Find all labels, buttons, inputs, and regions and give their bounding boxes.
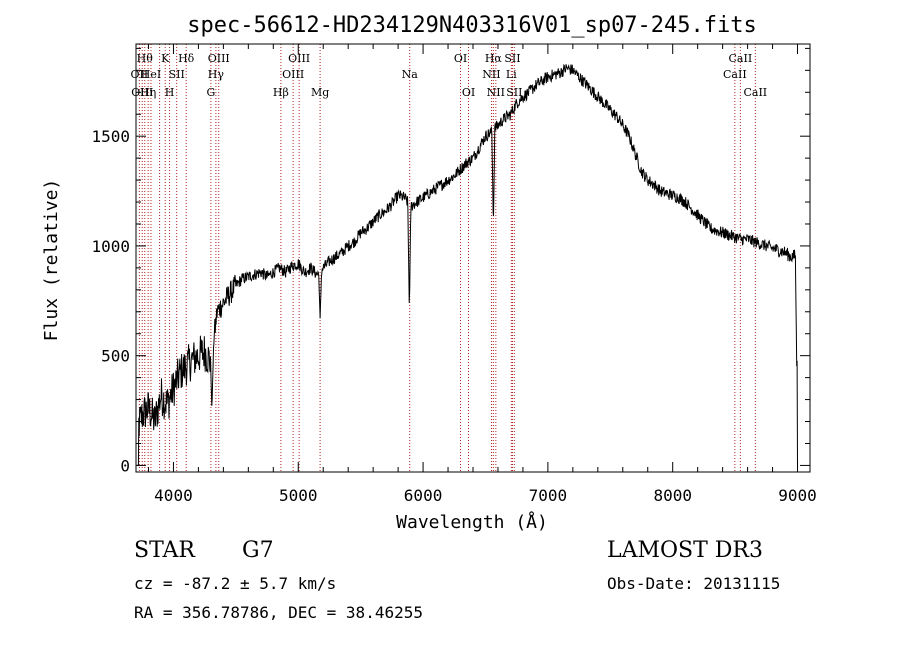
x-tick-label: 9000 <box>778 486 817 505</box>
line-marker-label: Hθ <box>137 52 154 65</box>
y-tick-label: 1000 <box>91 237 130 256</box>
spectral-subclass: G7 <box>242 538 274 563</box>
line-marker-label: K <box>161 52 170 65</box>
line-marker-label: OIII <box>208 52 230 65</box>
line-marker-label: Hη <box>140 86 156 99</box>
x-tick-label: 5000 <box>279 486 318 505</box>
object-type: STAR <box>134 538 195 563</box>
plot-frame <box>135 43 811 473</box>
y-axis-label: Flux (relative) <box>41 179 62 342</box>
line-marker-label: Hδ <box>178 52 195 65</box>
observation-date: Obs-Date: 20131115 <box>607 574 781 593</box>
y-tick-label: 1500 <box>91 127 130 146</box>
coordinates: RA = 356.78786, DEC = 38.46255 <box>134 603 423 622</box>
line-marker-label: Na <box>402 68 419 81</box>
line-marker-label: SII <box>504 52 520 65</box>
line-marker-label: OIII <box>282 68 304 81</box>
line-marker-label: OII <box>131 68 149 81</box>
line-marker-label: G <box>206 86 215 99</box>
chart-title: spec-56612-HD234129N403316V01_sp07-245.f… <box>187 13 757 38</box>
x-axis: 4000 5000 6000 7000 8000 9000 <box>147 44 817 505</box>
line-marker-label: NII <box>487 86 505 99</box>
line-marker-label: OI <box>462 86 475 99</box>
x-tick-label: 7000 <box>529 486 568 505</box>
line-marker-label: OI <box>454 52 467 65</box>
spectrum-chart: spec-56612-HD234129N403316V01_sp07-245.f… <box>41 13 817 533</box>
line-marker-label: Hγ <box>208 68 225 81</box>
line-marker-label: CaII <box>743 86 767 99</box>
y-tick-label: 500 <box>101 347 130 366</box>
redshift-velocity: cz = -87.2 ± 5.7 km/s <box>134 574 337 593</box>
line-marker-label: CaII <box>729 52 753 65</box>
x-tick-label: 4000 <box>154 486 193 505</box>
x-axis-label: Wavelength (Å) <box>396 511 548 533</box>
line-marker-label: Hβ <box>273 86 289 99</box>
line-marker-label: CaII <box>723 68 747 81</box>
line-marker-label: Hα <box>485 52 503 65</box>
line-marker-label: Li <box>506 68 517 81</box>
y-tick-label: 0 <box>120 456 130 475</box>
line-marker-label: NII <box>482 68 500 81</box>
spectrum-line <box>136 63 798 466</box>
line-marker-label: OIII <box>131 86 153 99</box>
line-marker-label: HeI <box>141 68 161 81</box>
line-marker-label: SII <box>506 86 522 99</box>
line-marker-label: H <box>165 86 175 99</box>
line-markers <box>138 44 756 472</box>
line-marker-label: SII <box>169 68 185 81</box>
line-marker-label: Mg <box>311 86 329 99</box>
survey-name: LAMOST DR3 <box>607 538 763 563</box>
x-tick-label: 6000 <box>404 486 443 505</box>
line-marker-label: OIII <box>288 52 310 65</box>
y-axis: 0 500 1000 1500 <box>91 47 810 475</box>
x-tick-label: 8000 <box>653 486 692 505</box>
